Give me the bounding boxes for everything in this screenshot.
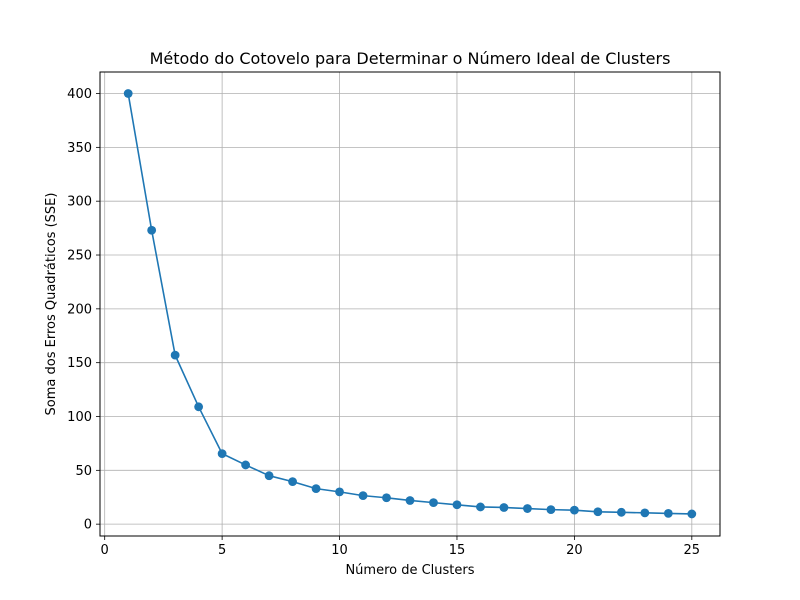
y-tick-label: 200 — [67, 302, 92, 317]
x-tick-label: 15 — [449, 543, 466, 558]
data-point — [546, 505, 556, 515]
data-point — [429, 498, 438, 508]
y-tick-label: 150 — [67, 356, 92, 371]
y-tick-label: 0 — [84, 518, 92, 533]
data-point — [523, 504, 532, 513]
data-point — [616, 507, 626, 517]
data-point — [476, 502, 485, 512]
x-ticks: 0 5 10 15 20 25 — [101, 536, 701, 558]
data-point — [382, 493, 391, 503]
y-tick-label: 300 — [67, 195, 92, 210]
x-tick-label: 20 — [566, 543, 583, 558]
data-point — [663, 508, 673, 518]
data-point — [288, 477, 297, 487]
x-axis-label: Número de Clusters — [345, 563, 474, 578]
data-point — [170, 350, 180, 360]
y-ticks: 0 50 100 150 200 250 300 350 400 — [67, 87, 100, 533]
data-point — [194, 402, 204, 412]
y-tick-label: 50 — [75, 464, 92, 479]
data-point — [640, 508, 650, 518]
x-tick-label: 25 — [684, 543, 701, 558]
x-tick-label: 10 — [331, 543, 348, 558]
data-point — [358, 491, 368, 501]
data-point — [687, 509, 697, 519]
y-tick-label: 100 — [67, 410, 92, 425]
y-tick-label: 250 — [67, 249, 92, 264]
series-layer — [123, 89, 697, 519]
data-point — [499, 503, 509, 512]
data-point — [264, 471, 274, 481]
x-tick-label: 5 — [218, 543, 226, 558]
plot-frame — [99, 71, 721, 537]
y-axis-label: Soma dos Erros Quadráticos (SSE) — [44, 193, 59, 416]
data-point — [593, 507, 603, 517]
data-point — [452, 500, 462, 510]
y-tick-label: 400 — [67, 87, 92, 102]
data-point — [217, 449, 227, 459]
y-tick-label: 350 — [67, 141, 92, 156]
data-point — [405, 496, 415, 505]
data-point — [123, 89, 133, 98]
data-point — [147, 225, 157, 235]
data-point — [335, 487, 344, 497]
chart-title: Método do Cotovelo para Determinar o Núm… — [150, 49, 671, 68]
x-tick-label: 0 — [101, 543, 109, 558]
series-line — [127, 93, 692, 515]
data-point — [311, 484, 321, 494]
grid — [100, 72, 720, 536]
data-point — [569, 505, 579, 515]
data-point — [241, 460, 251, 470]
